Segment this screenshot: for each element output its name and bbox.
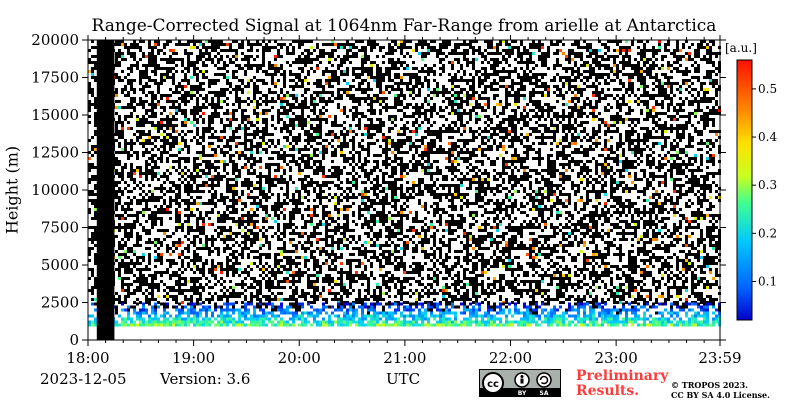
colorbar-tick-label: 0.3 xyxy=(758,178,777,192)
date-label: 2023-12-05 xyxy=(40,370,127,388)
x-tick-label: 19:00 xyxy=(172,349,215,367)
y-tick-label: 20000 xyxy=(31,31,79,49)
license-notice: © TROPOS 2023. CC BY SA 4.0 License. xyxy=(671,380,770,400)
x-tick-label: 18:00 xyxy=(66,349,109,367)
y-tick-label: 17500 xyxy=(31,69,79,87)
colorbar-gradient xyxy=(736,59,753,321)
y-tick-label: 5000 xyxy=(41,256,79,274)
y-tick-label: 15000 xyxy=(31,106,79,124)
preliminary-line-1: Preliminary xyxy=(576,368,669,384)
heatmap-area xyxy=(88,40,721,340)
cc-by-label: BY xyxy=(518,390,527,396)
x-tick-label: 22:00 xyxy=(489,349,532,367)
preliminary-line-2: Results. xyxy=(576,383,640,399)
cc-by-sa-icon: cc BY SA xyxy=(479,369,561,397)
copyright-line-2: CC BY SA 4.0 License. xyxy=(671,390,770,400)
colorbar-tick-label: 0.2 xyxy=(758,226,777,240)
colorbar-unit-label: [a.u.] xyxy=(725,41,757,55)
colorbar: 0.1 0.2 0.3 0.4 0.5 xyxy=(736,59,777,321)
y-tick-label: 12500 xyxy=(31,144,79,162)
x-tick-label: 20:00 xyxy=(278,349,321,367)
cc-sa-label: SA xyxy=(540,390,549,396)
y-tick-label: 7500 xyxy=(41,219,79,237)
preliminary-notice: Preliminary Results. xyxy=(576,369,668,399)
colorbar-tick-label: 0.4 xyxy=(758,130,777,144)
x-tick-label: 23:00 xyxy=(595,349,638,367)
colorbar-tick-label: 0.5 xyxy=(758,82,777,96)
y-tick-label: 10000 xyxy=(31,181,79,199)
boundary-layer xyxy=(88,302,721,327)
version-label: Version: 3.6 xyxy=(160,370,251,388)
x-tick-label: 23:59 xyxy=(698,349,741,367)
noise-layer xyxy=(88,40,721,304)
chart-title: Range-Corrected Signal at 1064nm Far-Ran… xyxy=(91,16,717,36)
no-data-band xyxy=(96,40,115,340)
surface-layer xyxy=(88,326,720,340)
x-axis-label: UTC xyxy=(386,370,421,388)
colorbar-tick-label: 0.1 xyxy=(758,274,777,288)
axes: 0 2500 5000 7500 10000 12500 15000 17500 20000 18… xyxy=(31,31,741,367)
x-tick-label: 21:00 xyxy=(383,349,426,367)
copyright-line-1: © TROPOS 2023. xyxy=(671,380,748,390)
y-tick-label: 0 xyxy=(69,331,79,349)
y-tick-label: 2500 xyxy=(41,294,79,312)
